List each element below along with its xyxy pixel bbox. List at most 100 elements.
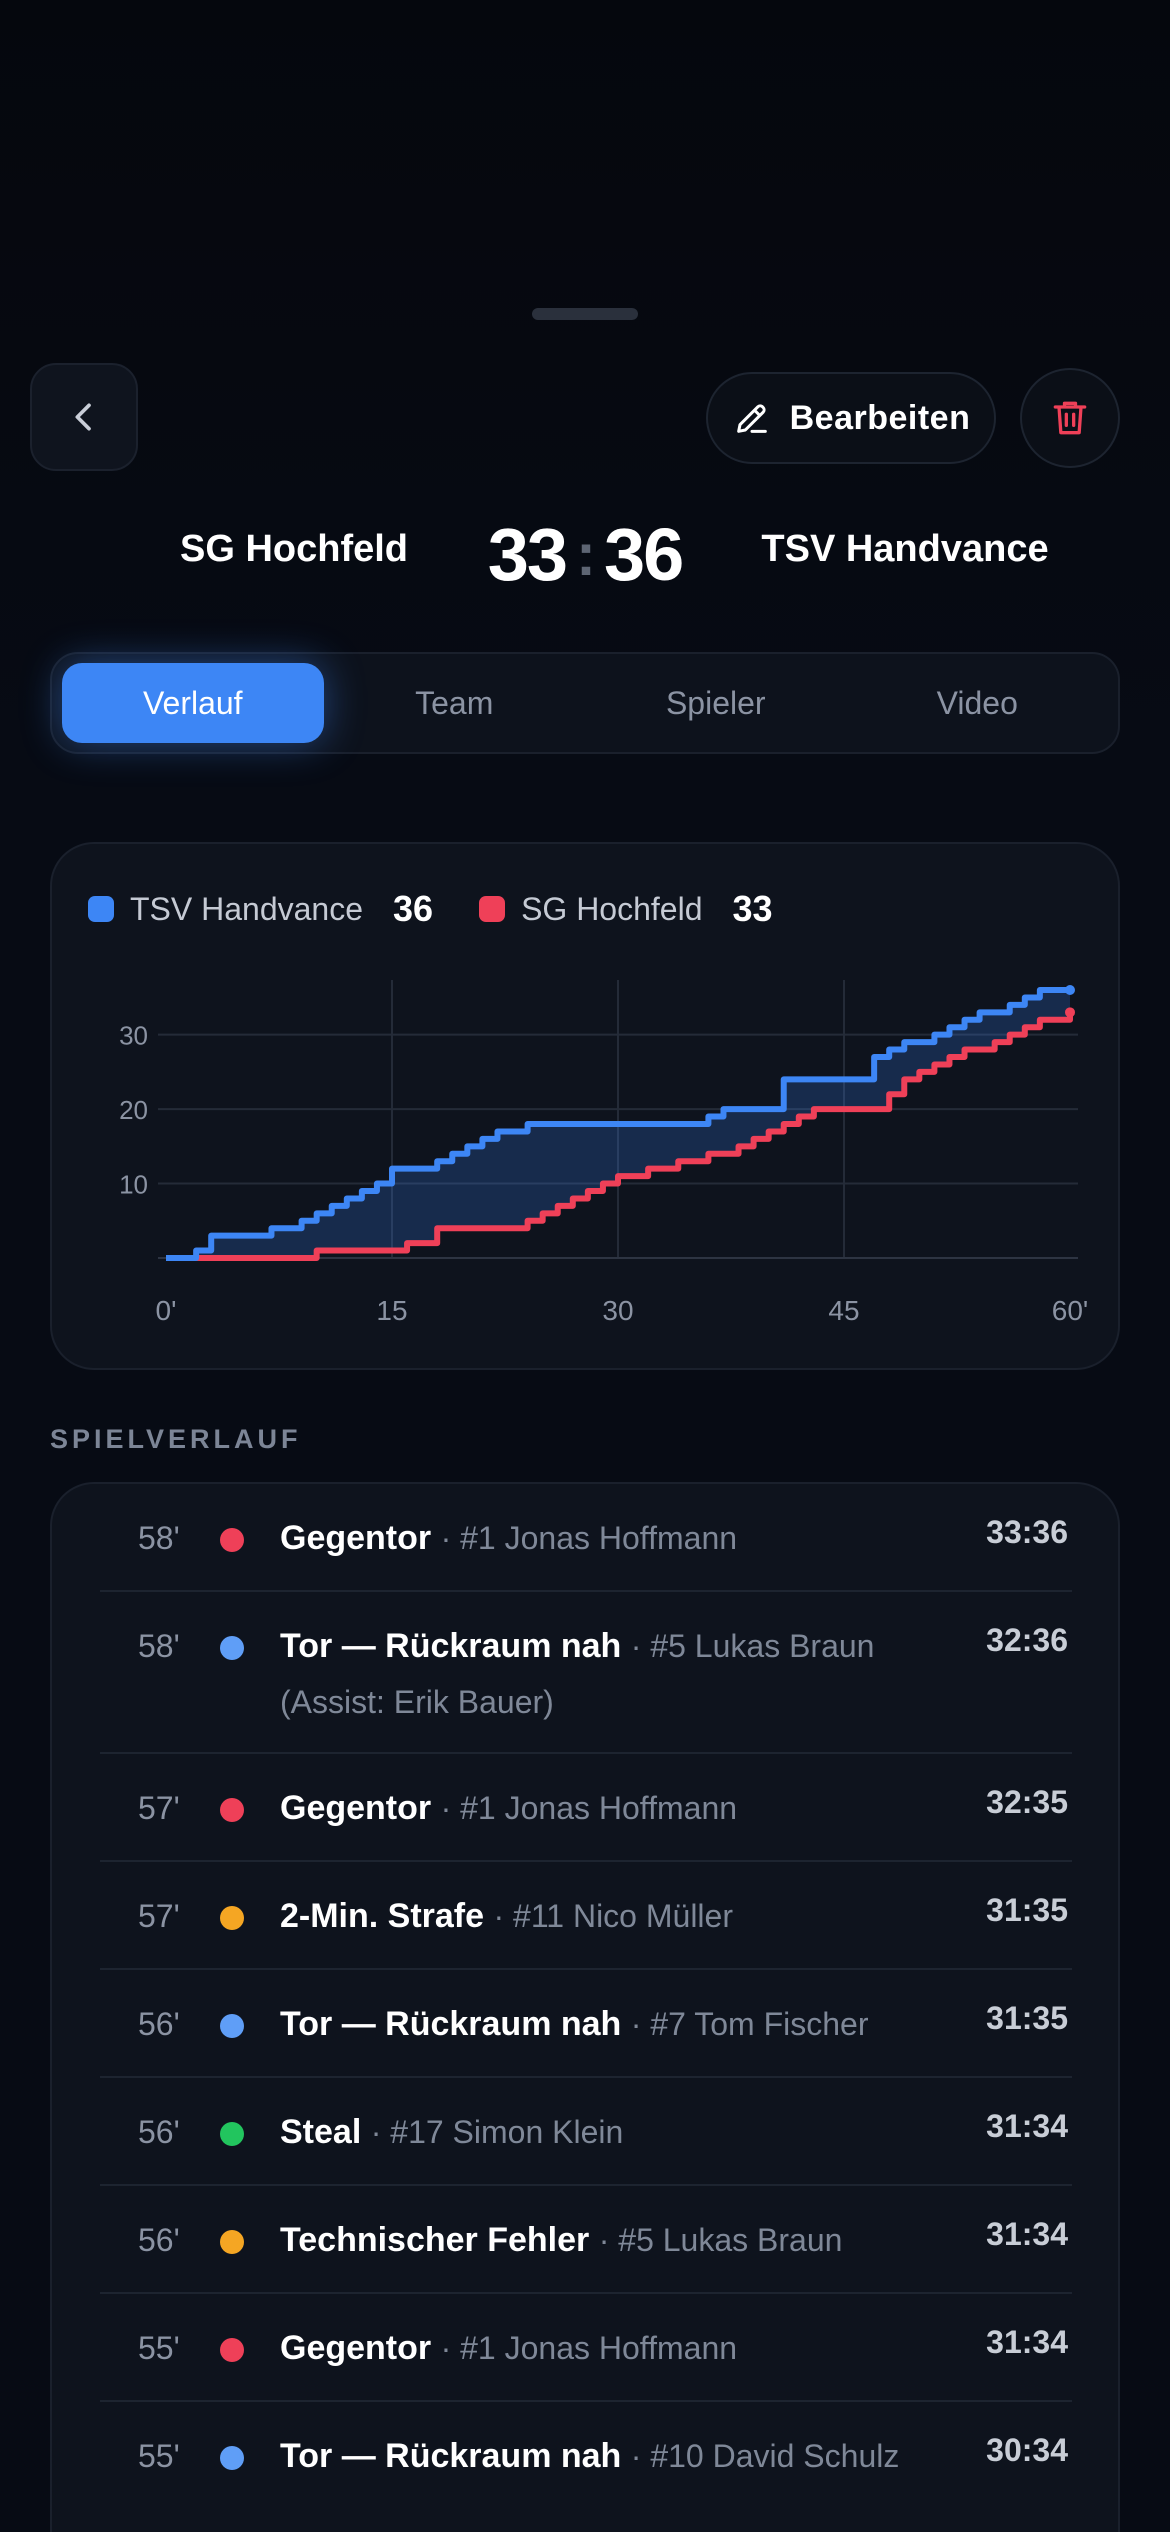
legend-swatch-home — [479, 896, 506, 922]
away-score: 36 — [603, 512, 684, 596]
event-player: · #1 Jonas Hoffmann — [440, 1520, 738, 1556]
event-type-indicator — [220, 1636, 244, 1660]
tab-video[interactable]: Video — [936, 684, 1018, 721]
delete-button[interactable] — [1020, 368, 1120, 468]
event-score: 31:35 — [986, 2000, 1068, 2036]
tab-team[interactable]: Team — [415, 684, 494, 721]
y-tick-label: 30 — [119, 1021, 148, 1051]
event-description: Gegentor · #1 Jonas Hoffmann — [280, 2320, 920, 2376]
event-description: Tor — Rückraum nah · #10 David Schulz — [280, 2428, 920, 2484]
x-tick-label: 0' — [156, 1295, 177, 1326]
event-player: · #11 Nico Müller — [493, 1898, 733, 1934]
event-score: 31:34 — [986, 2216, 1068, 2252]
y-tick-label: 20 — [119, 1095, 148, 1125]
event-type-indicator — [220, 2338, 244, 2362]
away-team-name: TSV Handvance — [761, 528, 1049, 570]
event-score: 31:35 — [986, 1892, 1068, 1928]
timeline-title: SPIELVERLAUF — [50, 1424, 302, 1454]
chevron-left-icon — [75, 403, 91, 431]
chart-legend: TSV Handvance 36 SG Hochfeld 33 — [88, 884, 819, 934]
timeline-list: 58' Gegentor · #1 Jonas Hoffmann 33:36 58' T… — [50, 1482, 1120, 2532]
event-type-indicator — [220, 2446, 244, 2470]
event-player: · #1 Jonas Hoffmann — [440, 2330, 738, 2366]
event-type-indicator — [220, 1798, 244, 1822]
legend-home-total: 33 — [732, 888, 773, 929]
event-description: Tor — Rückraum nah · #5 Lukas Braun (Ass… — [280, 1618, 920, 1730]
timeline-event-row[interactable]: 57' Gegentor · #1 Jonas Hoffmann 32:35 — [100, 1754, 1072, 1862]
timeline-event-row[interactable]: 56' Steal · #17 Simon Klein 31:34 — [100, 2078, 1072, 2186]
legend-away-total: 36 — [393, 888, 434, 929]
event-type: 2-Min. Strafe — [280, 1897, 485, 1935]
event-type-indicator — [220, 2122, 244, 2146]
x-tick-label: 45 — [828, 1295, 859, 1326]
event-description: Gegentor · #1 Jonas Hoffmann — [280, 1510, 920, 1566]
event-minute: 56' — [138, 2114, 180, 2150]
sheet-drag-handle[interactable] — [532, 308, 638, 320]
event-type-indicator — [220, 1906, 244, 1930]
timeline-event-row[interactable]: 58' Gegentor · #1 Jonas Hoffmann 33:36 — [100, 1484, 1072, 1592]
event-type: Technischer Fehler — [280, 2221, 590, 2259]
event-description: Tor — Rückraum nah · #7 Tom Fischer — [280, 1996, 920, 2052]
event-player: · #10 David Schulz — [630, 2438, 900, 2474]
tab-bar: Verlauf Team Spieler Video — [50, 652, 1120, 754]
event-type-indicator — [220, 2014, 244, 2038]
edit-button-label: Bearbeiten — [789, 398, 971, 437]
event-minute: 57' — [138, 1790, 180, 1826]
timeline-event-row[interactable]: 55' Gegentor · #1 Jonas Hoffmann 31:34 — [100, 2294, 1072, 2402]
event-type-indicator — [220, 2230, 244, 2254]
event-type: Gegentor — [280, 1789, 432, 1827]
event-score: 30:34 — [986, 2432, 1068, 2468]
event-player: · #7 Tom Fischer — [630, 2006, 869, 2042]
event-type: Gegentor — [280, 1519, 432, 1557]
legend-home-name: SG Hochfeld — [521, 890, 703, 927]
event-player: · #1 Jonas Hoffmann — [440, 1790, 738, 1826]
chart-plot: 10 20 30 0' 15 30 45 60' — [119, 980, 1088, 1326]
edit-button[interactable]: Bearbeiten — [706, 372, 996, 464]
event-player: · #17 Simon Klein — [370, 2114, 624, 2150]
event-minute: 56' — [138, 2222, 180, 2258]
series-line-sg-hochfeld — [166, 1012, 1073, 1261]
end-point-tsv-handvance — [1065, 985, 1075, 995]
event-score: 32:35 — [986, 1784, 1068, 1820]
end-point-sg-hochfeld — [1065, 1007, 1075, 1018]
tab-spieler[interactable]: Spieler — [665, 684, 766, 721]
series-line-tsv-handvance — [166, 987, 1070, 1261]
timeline-event-row[interactable]: 57' 2-Min. Strafe · #11 Nico Müller 31:35 — [100, 1862, 1072, 1970]
timeline-event-row[interactable]: 55' Tor — Rückraum nah · #10 David Schulz… — [100, 2402, 1072, 2532]
scoreboard: 33 : 36 — [470, 512, 700, 596]
legend-away-name: TSV Handvance — [130, 890, 364, 927]
event-description: Steal · #17 Simon Klein — [280, 2104, 920, 2160]
event-minute: 57' — [138, 1898, 180, 1934]
event-player: · #5 Lukas Braun (Assist: Erik Bauer) — [280, 1628, 875, 1720]
event-player: · #5 Lukas Braun — [598, 2222, 843, 2258]
timeline-event-row[interactable]: 56' Tor — Rückraum nah · #7 Tom Fischer 31… — [100, 1970, 1072, 2078]
tab-verlauf[interactable]: Verlauf — [62, 663, 324, 743]
back-button[interactable] — [30, 363, 138, 471]
event-description: 2-Min. Strafe · #11 Nico Müller — [280, 1888, 920, 1944]
home-score: 33 — [487, 512, 568, 596]
timeline-event-row[interactable]: 58' Tor — Rückraum nah · #5 Lukas Braun (… — [100, 1592, 1072, 1754]
event-type: Tor — Rückraum nah — [280, 1627, 622, 1665]
event-score: 32:36 — [986, 1622, 1068, 1658]
legend-swatch-away — [88, 896, 114, 922]
score-separator: : — [576, 520, 596, 588]
home-team-name: SG Hochfeld — [179, 528, 409, 570]
score-progress-chart: TSV Handvance 36 SG Hochfeld 33 10 20 30 0'… — [50, 842, 1120, 1370]
x-tick-label: 15 — [376, 1295, 407, 1326]
event-minute: 55' — [138, 2330, 180, 2366]
event-score: 31:34 — [986, 2108, 1068, 2144]
event-type: Tor — Rückraum nah — [280, 2437, 622, 2475]
event-minute: 58' — [138, 1628, 180, 1664]
event-score: 33:36 — [986, 1514, 1068, 1550]
pencil-icon — [736, 404, 767, 433]
trash-icon — [1053, 401, 1087, 435]
event-minute: 55' — [138, 2438, 180, 2474]
event-description: Technischer Fehler · #5 Lukas Braun — [280, 2212, 920, 2268]
y-tick-label: 10 — [119, 1170, 148, 1200]
event-type: Tor — Rückraum nah — [280, 2005, 622, 2043]
event-type-indicator — [220, 1528, 244, 1552]
timeline-event-row[interactable]: 56' Technischer Fehler · #5 Lukas Braun 31… — [100, 2186, 1072, 2294]
event-description: Gegentor · #1 Jonas Hoffmann — [280, 1780, 920, 1836]
event-type: Gegentor — [280, 2329, 432, 2367]
